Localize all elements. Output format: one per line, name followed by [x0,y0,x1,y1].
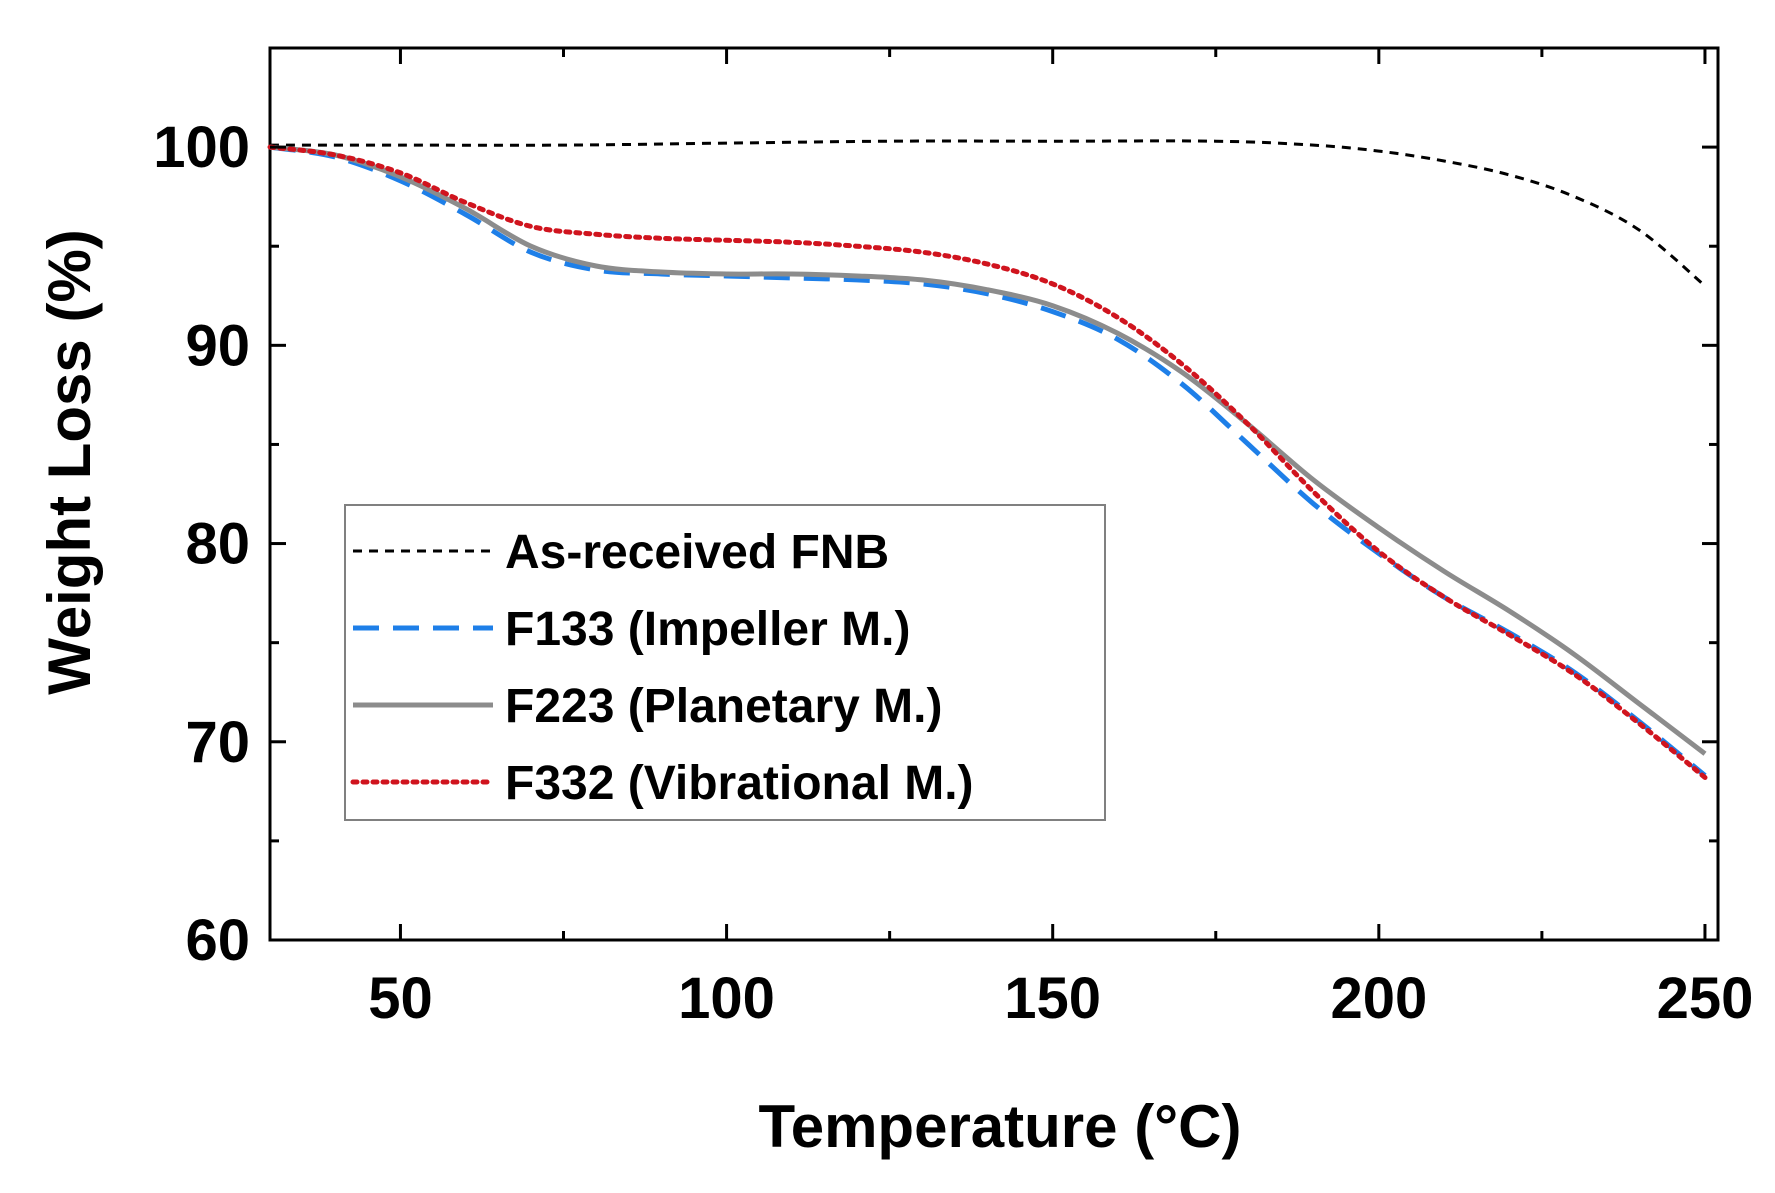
legend-label-4: F332 (Vibrational M.) [505,757,974,810]
x-tick-label: 100 [678,966,775,1031]
series-line-4 [267,144,1708,780]
y-tick-label: 80 [185,512,250,577]
x-axis-title: Temperature (°C) [759,1093,1242,1160]
y-tick-label: 90 [185,313,250,378]
legend-box [344,504,1106,821]
x-tick-label: 150 [1004,966,1101,1031]
y-tick-label: 60 [185,908,250,973]
y-tick-label: 70 [185,710,250,775]
series-line-3 [269,144,1707,756]
legend-label-2: F133 (Impeller M.) [505,603,910,656]
legend: As-received FNB F133 (Impeller M.) F223 (P… [344,504,1106,821]
y-tick-label: 100 [153,115,250,180]
series-line-1 [269,139,1706,288]
plot-frame [268,46,1720,942]
y-axis-title: Weight Loss (%) [36,229,103,695]
x-tick-label: 250 [1657,966,1754,1031]
x-tick-label: 50 [368,966,433,1031]
legend-label-3: F223 (Planetary M.) [505,680,942,733]
x-tick-label: 200 [1330,966,1427,1031]
legend-label-1: As-received FNB [505,526,889,579]
